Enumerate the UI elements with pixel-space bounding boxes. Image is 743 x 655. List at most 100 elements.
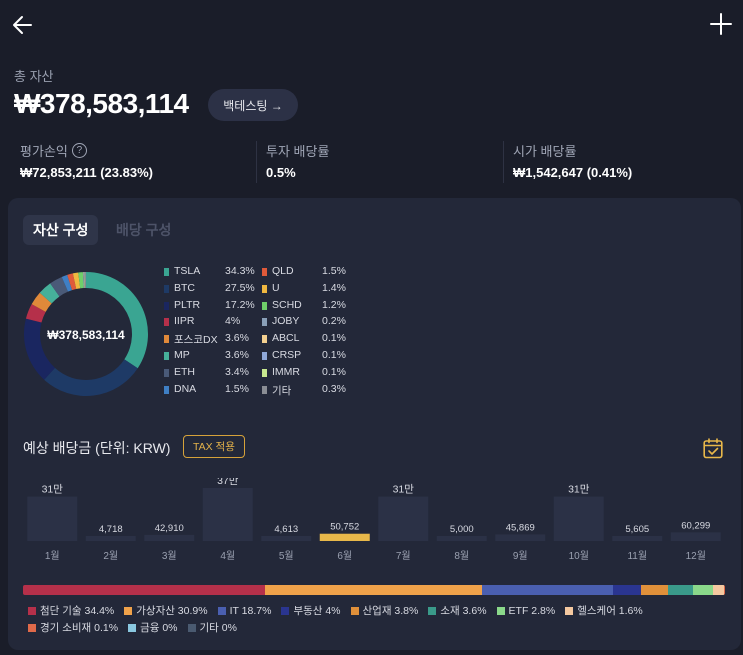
sector-segment xyxy=(481,585,614,595)
bar[interactable] xyxy=(670,532,721,541)
portfolio-card: 자산 구성 배당 구성 ₩378,583,114 TSLA 34.3% BTC 27.… xyxy=(8,198,741,650)
donut-slice xyxy=(61,274,73,292)
sector-swatch xyxy=(281,606,290,615)
legend-item: MP 3.6% xyxy=(164,348,258,365)
legend-swatch xyxy=(164,301,169,310)
legend-swatch xyxy=(262,351,267,360)
sector-swatch xyxy=(496,606,505,615)
sector-label: 부동산 4% xyxy=(293,605,341,617)
donut-slice xyxy=(84,272,86,289)
bar[interactable] xyxy=(553,496,604,541)
legend-swatch xyxy=(164,385,169,394)
legend-swatch xyxy=(164,368,169,377)
help-icon[interactable]: ? xyxy=(71,142,87,158)
sector-swatch xyxy=(217,606,226,615)
bar[interactable] xyxy=(436,536,487,541)
bar[interactable] xyxy=(612,536,663,541)
month-tick-label: 3월 xyxy=(162,550,177,562)
sector-swatch xyxy=(28,606,36,615)
sector-legend-row: 첨단 기술 34.4% 가상자산 30.9% IT 18.7% 부동산 4% 산업재 3… xyxy=(28,602,728,619)
sector-legend-item: 첨단 기술 34.4% xyxy=(28,603,114,618)
sector-segment xyxy=(264,585,482,595)
legend-percent: 0.1% xyxy=(322,348,346,361)
legend-percent: 1.4% xyxy=(322,281,346,294)
month-tick-label: 12월 xyxy=(686,550,706,562)
metric-invest-yield: 투자 배당률 0.5% xyxy=(266,141,329,181)
legend-name: PLTR xyxy=(174,298,201,311)
bar-value-label: 5,000 xyxy=(450,524,474,535)
calendar-icon[interactable] xyxy=(703,438,723,459)
donut-slice xyxy=(84,272,85,289)
legend-name: QLD xyxy=(272,265,294,277)
legend-percent: 0.3% xyxy=(322,382,346,395)
bar[interactable] xyxy=(319,533,370,541)
sector-label: 산업재 3.8% xyxy=(362,605,419,617)
metric-profit-label: 평가손익 xyxy=(20,143,68,159)
sector-legend-item: IT 18.7% xyxy=(217,604,272,617)
legend-name: MP xyxy=(174,348,190,361)
legend-item: BTC 27.5% xyxy=(164,281,258,298)
sector-label: ETF 2.8% xyxy=(508,604,556,617)
back-arrow-icon[interactable] xyxy=(10,12,36,38)
month-tick-label: 8월 xyxy=(454,550,469,562)
add-icon[interactable] xyxy=(709,12,733,36)
sector-label: 첨단 기술 34.4% xyxy=(40,605,115,617)
month-tick-label: 6월 xyxy=(337,550,352,562)
monthly-dividend-bar-chart: 31만 1월 4,718 2월 42,910 3월 37만 4월 4,613 5월 50,752 6월… xyxy=(27,478,721,562)
backtest-button[interactable]: 백테스팅 → xyxy=(208,89,298,121)
total-assets-value: ₩378,583,114 xyxy=(14,88,189,119)
sector-segment xyxy=(668,585,694,595)
sector-label: 경기 소비재 0.1% xyxy=(40,622,119,634)
tab-dividend-composition[interactable]: 배당 구성 xyxy=(116,222,172,238)
bar[interactable] xyxy=(261,536,312,541)
bar[interactable] xyxy=(378,496,429,541)
tax-toggle-button[interactable]: TAX 적용 xyxy=(183,435,245,458)
legend-name: JOBY xyxy=(272,315,300,328)
divider xyxy=(503,141,504,183)
legend-swatch xyxy=(262,318,267,327)
sector-swatch xyxy=(124,606,133,615)
holdings-legend-right: QLD 1.5% U 1.4% SCHD 1.2% JOBY 0.2% ABCL 0.1% CRSP… xyxy=(262,264,352,398)
bar[interactable] xyxy=(495,534,546,541)
sector-stacked-bar xyxy=(23,585,725,595)
legend-name: 포스코DX xyxy=(174,334,218,347)
tab-asset-composition[interactable]: 자산 구성 xyxy=(23,215,99,245)
sector-legend-item: 경기 소비재 0.1% xyxy=(28,620,118,635)
allocation-donut-chart xyxy=(23,272,148,396)
legend-item: IMMR 0.1% xyxy=(262,365,352,382)
top-bar xyxy=(0,0,743,52)
donut-slice xyxy=(78,272,84,289)
legend-swatch xyxy=(262,268,267,276)
donut-slice xyxy=(84,272,86,289)
legend-percent: 0.1% xyxy=(322,365,346,378)
bar[interactable] xyxy=(144,534,195,541)
legend-name: CRSP xyxy=(272,348,302,361)
bar-value-label: 31만 xyxy=(393,484,415,496)
divider xyxy=(256,141,257,183)
bar[interactable] xyxy=(27,496,78,541)
bar[interactable] xyxy=(202,488,253,541)
legend-percent: 3.4% xyxy=(225,365,249,378)
sector-label: IT 18.7% xyxy=(229,604,272,617)
legend-name: SCHD xyxy=(272,298,302,311)
bar[interactable] xyxy=(85,536,136,541)
sector-swatch xyxy=(350,606,359,615)
dividend-section-title: 예상 배당금 (단위: KRW) xyxy=(23,440,171,456)
legend-item: TSLA 34.3% xyxy=(164,264,258,281)
legend-percent: 1.2% xyxy=(322,298,346,311)
sector-label: 기타 0% xyxy=(199,622,237,634)
sector-segment xyxy=(712,585,725,595)
sector-label: 금융 0% xyxy=(140,622,178,634)
month-tick-label: 11월 xyxy=(627,550,647,562)
month-tick-label: 1월 xyxy=(45,550,60,562)
legend-percent: 17.2% xyxy=(225,298,255,311)
sector-label: 헬스케어 1.6% xyxy=(577,605,643,617)
donut-slice xyxy=(82,272,85,289)
bar-value-label: 4,718 xyxy=(99,524,123,535)
sector-legend-item: 소재 3.6% xyxy=(428,603,487,618)
sector-legend-row: 경기 소비재 0.1% 금융 0% 기타 0% xyxy=(28,619,728,636)
bar-value-label: 31만 xyxy=(42,484,64,496)
donut-slice xyxy=(44,359,138,396)
legend-swatch xyxy=(164,335,169,344)
legend-item: 기타 0.3% xyxy=(262,382,352,399)
